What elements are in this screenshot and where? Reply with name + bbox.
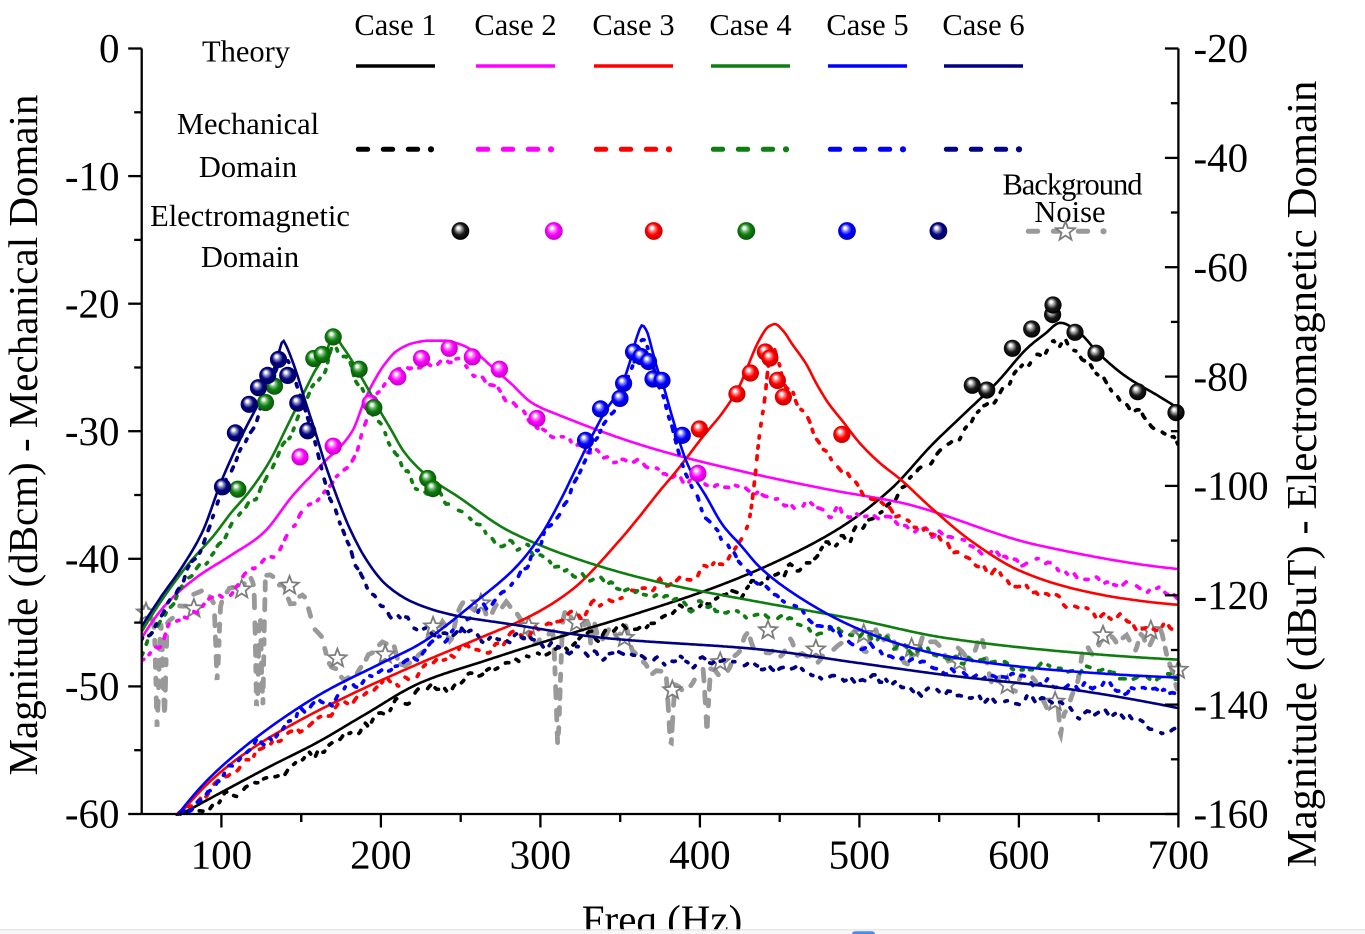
svg-text:Case 4: Case 4 — [709, 8, 791, 42]
svg-text:Background: Background — [1002, 168, 1142, 202]
svg-text:100: 100 — [191, 832, 253, 878]
svg-text:Magnitude (dBuT) - Electromagn: Magnitude (dBuT) - Electromagnetic Domai… — [1279, 81, 1326, 868]
svg-text:-60: -60 — [65, 791, 120, 837]
svg-text:-20: -20 — [1194, 25, 1249, 71]
svg-text:600: 600 — [988, 832, 1050, 878]
svg-text:Case 6: Case 6 — [942, 8, 1024, 42]
svg-text:-140: -140 — [1194, 681, 1269, 727]
svg-text:Case 5: Case 5 — [826, 8, 908, 42]
svg-text:Domain: Domain — [201, 240, 299, 274]
svg-text:-20: -20 — [65, 280, 120, 326]
svg-text:-40: -40 — [65, 536, 120, 582]
svg-text:Magnitude (dBcm) - Mechanical: Magnitude (dBcm) - Mechanical Domain — [0, 95, 46, 776]
svg-text:200: 200 — [350, 832, 412, 878]
svg-text:0: 0 — [99, 25, 120, 71]
svg-text:-160: -160 — [1194, 791, 1269, 837]
svg-text:Domain: Domain — [199, 150, 297, 184]
svg-text:-40: -40 — [1194, 135, 1249, 181]
svg-text:-100: -100 — [1194, 463, 1269, 509]
svg-text:Freq (Hz): Freq (Hz) — [582, 897, 743, 934]
svg-text:700: 700 — [1148, 832, 1210, 878]
svg-text:Mechanical: Mechanical — [177, 107, 319, 141]
svg-text:500: 500 — [829, 832, 891, 878]
svg-text:400: 400 — [669, 832, 731, 878]
svg-text:Noise: Noise — [1034, 195, 1105, 229]
svg-text:-120: -120 — [1194, 572, 1269, 618]
svg-text:Case 1: Case 1 — [354, 8, 436, 42]
svg-text:-50: -50 — [65, 663, 120, 709]
svg-text:Case 3: Case 3 — [592, 8, 674, 42]
svg-text:-30: -30 — [65, 408, 120, 454]
svg-text:-60: -60 — [1194, 244, 1249, 290]
svg-text:-80: -80 — [1194, 353, 1249, 399]
svg-text:Electromagnetic: Electromagnetic — [150, 199, 350, 233]
svg-text:-10: -10 — [65, 153, 120, 199]
svg-text:Theory: Theory — [202, 35, 291, 69]
svg-text:Case 2: Case 2 — [474, 8, 556, 42]
svg-text:300: 300 — [510, 832, 572, 878]
